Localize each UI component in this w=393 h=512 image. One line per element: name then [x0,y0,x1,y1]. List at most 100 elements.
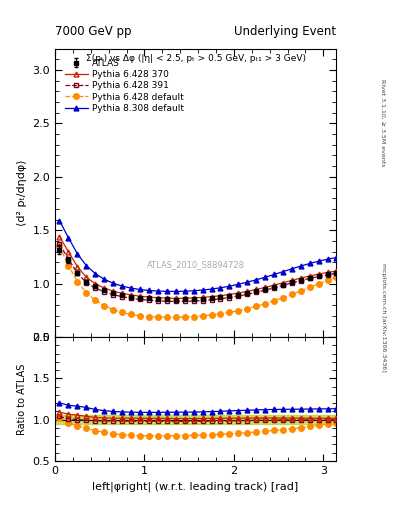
Pythia 6.428 default [138,313,142,319]
Pythia 6.428 370 [281,280,285,286]
Pythia 6.428 391 [138,296,142,303]
Pythia 6.428 default [200,313,205,319]
Pythia 6.428 370 [173,295,178,302]
Pythia 8.308 default [173,288,178,294]
Pythia 6.428 default [290,291,294,297]
Pythia 6.428 370 [66,249,71,255]
Pythia 8.308 default [200,287,205,293]
Pythia 8.308 default [138,286,142,292]
Pythia 6.428 default [111,307,116,313]
Pythia 6.428 default [245,306,250,312]
Pythia 6.428 default [182,314,187,320]
Pythia 6.428 391 [84,280,89,286]
Text: mcplots.cern.ch [arXiv:1306.3436]: mcplots.cern.ch [arXiv:1306.3436] [381,263,386,372]
Pythia 6.428 391 [236,293,241,299]
Pythia 6.428 default [281,294,285,301]
Pythia 6.428 370 [182,295,187,302]
Pythia 6.428 default [308,284,312,290]
Line: Pythia 6.428 391: Pythia 6.428 391 [57,242,338,304]
Pythia 6.428 391 [147,297,151,303]
Pythia 8.308 default [111,280,116,286]
Pythia 6.428 370 [263,284,268,290]
Pythia 6.428 370 [102,285,107,291]
Pythia 8.308 default [227,283,232,289]
Pythia 6.428 default [316,281,321,287]
Pythia 6.428 default [156,314,160,320]
Pythia 6.428 370 [254,286,259,292]
Pythia 6.428 370 [191,295,196,301]
Pythia 6.428 391 [263,287,268,293]
Pythia 6.428 default [84,290,89,296]
Pythia 8.308 default [316,258,321,264]
Pythia 6.428 370 [218,293,223,299]
Pythia 6.428 370 [84,274,89,281]
Pythia 6.428 default [334,274,338,281]
Pythia 6.428 default [129,311,133,317]
Pythia 6.428 391 [191,298,196,304]
Pythia 8.308 default [218,285,223,291]
Pythia 8.308 default [281,269,285,275]
Pythia 6.428 370 [299,275,303,281]
Pythia 6.428 370 [111,288,116,294]
Pythia 8.308 default [102,276,107,282]
Pythia 8.308 default [191,288,196,294]
Pythia 8.308 default [120,283,125,289]
Pythia 6.428 370 [290,278,294,284]
Pythia 6.428 391 [245,291,250,297]
Pythia 6.428 370 [200,294,205,301]
Pythia 6.428 370 [325,269,330,275]
Pythia 6.428 391 [93,285,97,291]
Pythia 6.428 default [218,311,223,317]
Pythia 6.428 default [263,301,268,307]
Pythia 6.428 391 [218,296,223,302]
Pythia 8.308 default [66,234,71,241]
Pythia 8.308 default [308,260,312,266]
Pythia 8.308 default [245,279,250,285]
Pythia 8.308 default [75,251,80,257]
Pythia 6.428 391 [325,272,330,278]
Line: Pythia 6.428 default: Pythia 6.428 default [57,244,339,320]
Pythia 6.428 391 [75,270,80,276]
Pythia 6.428 370 [147,294,151,300]
Pythia 6.428 370 [209,293,214,300]
Pythia 6.428 default [272,297,277,304]
Pythia 6.428 370 [93,281,97,287]
Pythia 6.428 default [173,314,178,321]
Pythia 8.308 default [263,274,268,280]
Pythia 6.428 370 [156,294,160,301]
Pythia 6.428 391 [316,273,321,280]
Pythia 6.428 default [75,279,80,285]
Pythia 6.428 370 [316,271,321,277]
Pythia 6.428 370 [245,288,250,294]
Pythia 6.428 370 [57,233,62,240]
Pythia 6.428 391 [156,298,160,304]
Pythia 6.428 370 [75,264,80,270]
Pythia 6.428 370 [308,273,312,279]
Pythia 6.428 default [120,309,125,315]
Pythia 6.428 default [147,313,151,319]
Pythia 8.308 default [84,263,89,269]
Pythia 6.428 391 [102,289,107,295]
Pythia 8.308 default [236,281,241,287]
Pythia 6.428 391 [281,282,285,288]
Pythia 6.428 370 [334,268,338,274]
Pythia 6.428 default [102,303,107,309]
Pythia 8.308 default [325,256,330,262]
Pythia 6.428 391 [182,298,187,305]
Pythia 6.428 391 [200,297,205,304]
Pythia 8.308 default [129,285,133,291]
Pythia 6.428 370 [120,290,125,296]
Pythia 6.428 370 [272,282,277,288]
X-axis label: left|φright| (w.r.t. leading track) [rad]: left|φright| (w.r.t. leading track) [rad… [92,481,299,492]
Pythia 6.428 default [191,313,196,319]
Pythia 6.428 391 [290,280,294,286]
Pythia 6.428 391 [308,275,312,282]
Pythia 6.428 370 [138,293,142,300]
Pythia 6.428 370 [227,291,232,297]
Pythia 6.428 default [57,243,62,249]
Pythia 8.308 default [57,218,62,224]
Pythia 6.428 391 [334,270,338,276]
Line: Pythia 6.428 370: Pythia 6.428 370 [57,234,338,301]
Pythia 6.428 391 [111,291,116,297]
Pythia 6.428 default [325,277,330,283]
